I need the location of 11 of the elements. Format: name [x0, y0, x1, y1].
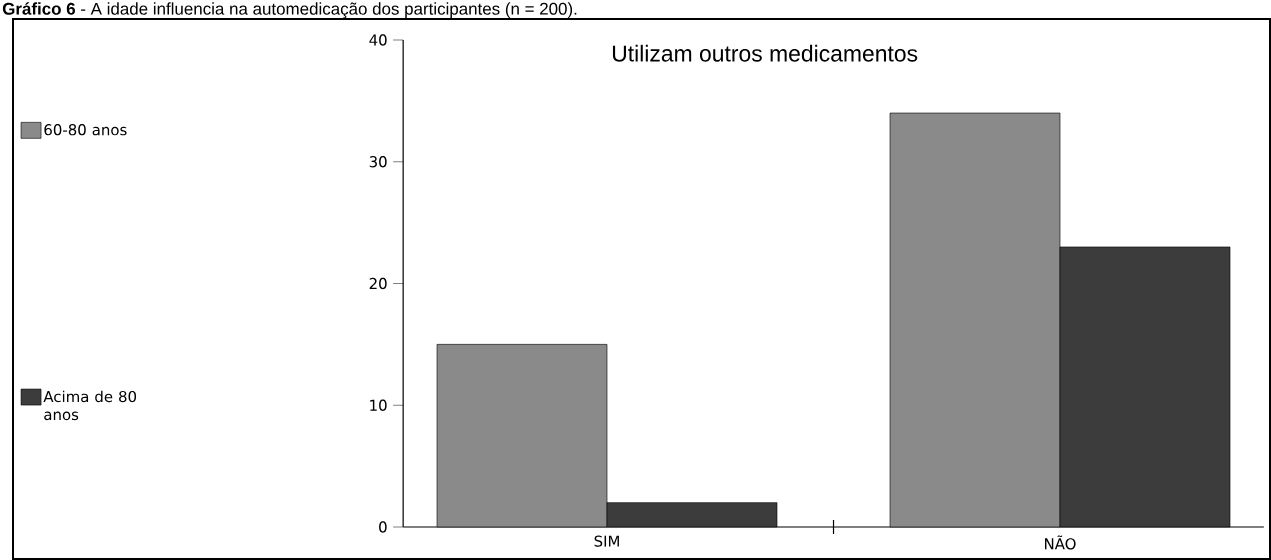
- y-tick-label: 0: [379, 521, 387, 533]
- y-tick-label: 40: [369, 34, 387, 46]
- x-tick-label: SIM: [594, 535, 619, 547]
- y-tick-label: 30: [369, 156, 387, 168]
- chart-subtitle: Utilizam outros medicamentos: [612, 44, 918, 62]
- chart-title: Gráfico 6 - A idade influencia na automedicação dos participantes (n = 200).: [2, 2, 577, 19]
- y-tick-label: 20: [369, 277, 387, 290]
- legend-label: Acima de 80 anos: [43, 390, 137, 421]
- x-tick-label: NÃO: [1045, 535, 1076, 550]
- y-tick-label: 10: [370, 399, 387, 411]
- legend-label: 60-80 anos: [44, 124, 127, 136]
